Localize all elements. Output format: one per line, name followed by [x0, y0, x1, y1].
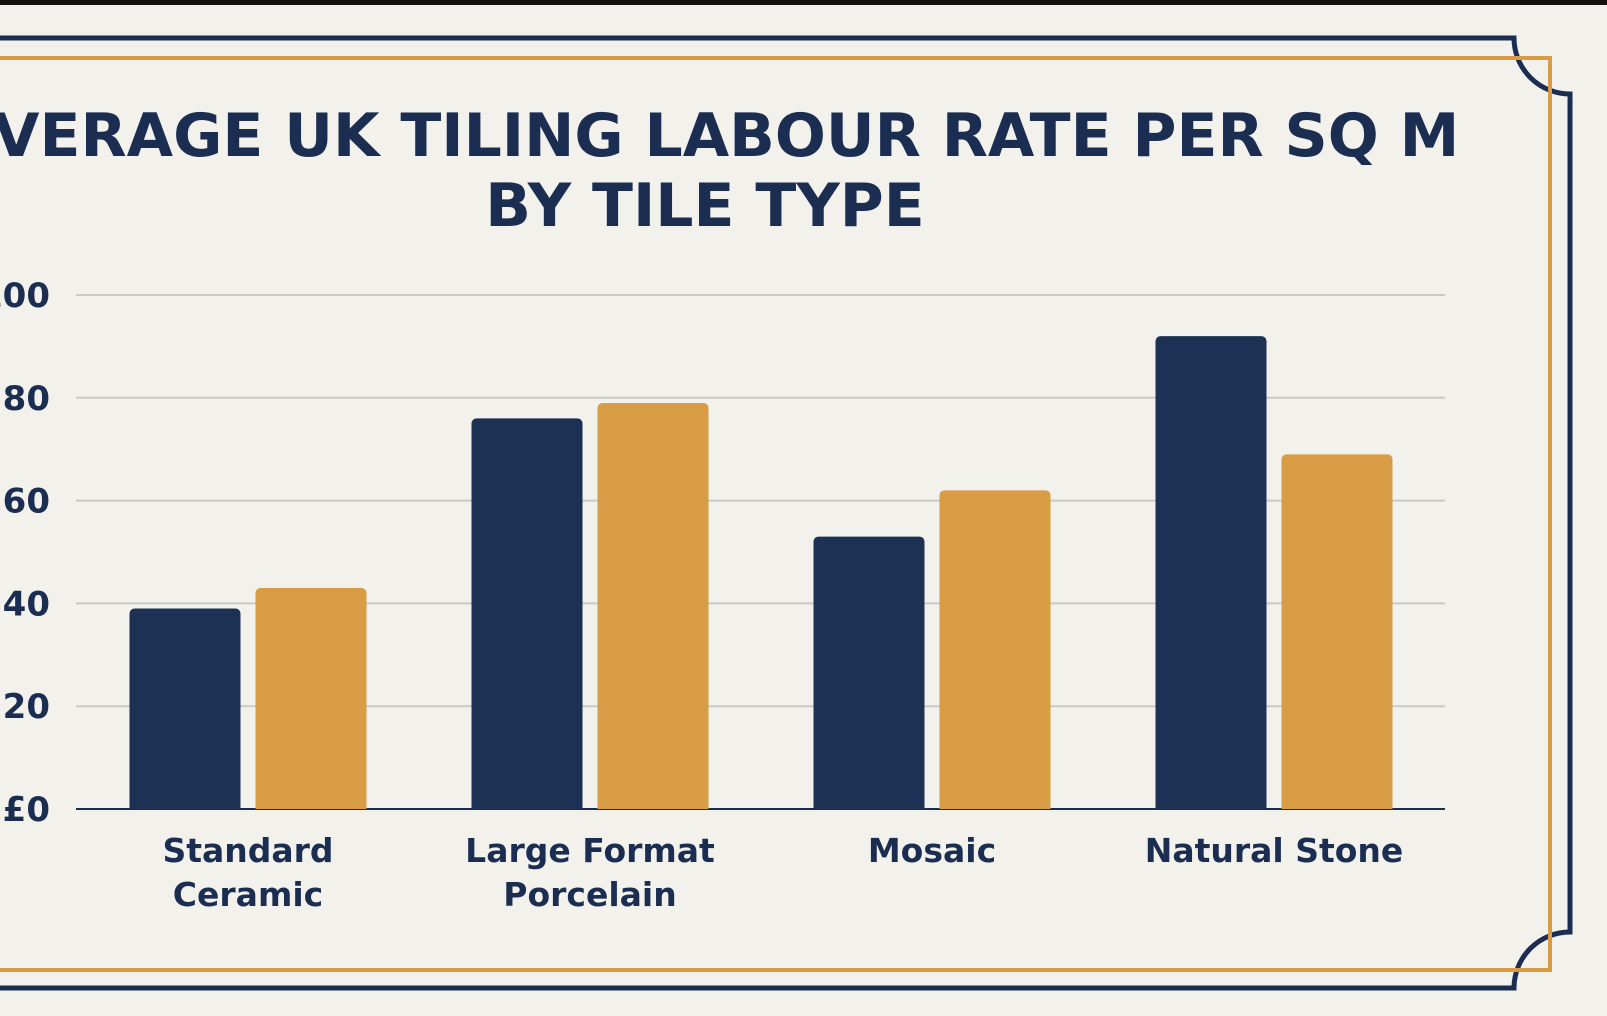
y-tick-label: £20 — [0, 687, 50, 727]
top-edge-bar — [0, 0, 1607, 5]
bars — [129, 336, 1393, 809]
bar — [471, 418, 583, 809]
chart-title-line-1: AVERAGE UK TILING LABOUR RATE PER SQ M — [0, 101, 1459, 171]
bar-base — [471, 801, 583, 809]
bar — [1281, 454, 1393, 809]
bar-base — [1281, 801, 1393, 809]
chart-title: AVERAGE UK TILING LABOUR RATE PER SQ MBY… — [0, 101, 1459, 241]
x-category-label: Ceramic — [173, 875, 323, 914]
frame-outer-border — [0, 35, 1573, 991]
y-axis: £0 £20 £40 £60 £80 £100 — [0, 276, 50, 830]
bar-base — [597, 801, 709, 809]
x-category-label: Standard — [162, 831, 333, 870]
x-category-label: Porcelain — [503, 875, 676, 914]
bar — [597, 402, 709, 809]
x-category-label: Large Format — [465, 831, 715, 870]
bar — [813, 536, 925, 809]
bar — [255, 587, 367, 809]
bar-base — [255, 801, 367, 809]
y-tick-label: £0 — [3, 790, 50, 830]
y-tick-label: £100 — [0, 276, 50, 316]
y-tick-label: £60 — [0, 482, 50, 522]
chart-title-line-2: BY TILE TYPE — [485, 171, 924, 241]
bar-base — [939, 801, 1051, 809]
bar-base — [1155, 801, 1267, 809]
decorative-frame — [0, 35, 1573, 991]
frame-inner-border — [0, 56, 1552, 972]
x-category-label: Natural Stone — [1145, 831, 1404, 870]
bar — [129, 608, 241, 809]
x-axis: Standard Ceramic Large Format Porcelain Mosa… — [162, 831, 1403, 914]
y-tick-label: £40 — [0, 584, 50, 624]
bar — [1155, 336, 1267, 809]
y-tick-label: £80 — [0, 379, 50, 419]
bar-base — [129, 801, 241, 809]
bar-base — [813, 801, 925, 809]
x-category-label: Mosaic — [868, 831, 996, 870]
bar — [939, 490, 1051, 809]
